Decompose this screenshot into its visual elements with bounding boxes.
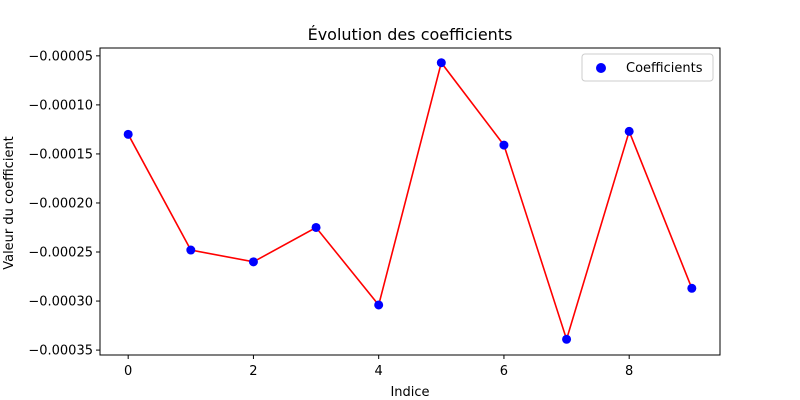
data-point [248, 257, 258, 267]
y-tick-label: −0.00030 [28, 295, 93, 310]
data-point [374, 300, 384, 310]
plot-area [99, 47, 721, 356]
x-tick-label: 6 [500, 364, 508, 379]
x-tick-label: 2 [249, 364, 257, 379]
legend-box [581, 53, 714, 82]
data-point [562, 334, 572, 344]
chart-title: Évolution des coefficients [308, 25, 513, 44]
data-point [687, 283, 697, 293]
y-tick-label: −0.00015 [28, 147, 93, 162]
x-axis-label: Indice [390, 385, 429, 400]
data-point [624, 126, 634, 136]
data-point [123, 129, 133, 139]
y-tick-label: −0.00020 [28, 196, 93, 211]
coefficients-line [127, 60, 693, 342]
x-tick-label: 8 [625, 364, 633, 379]
y-tick-label: −0.00035 [28, 344, 93, 359]
legend-label: Coefficients [626, 61, 703, 76]
series-points [123, 58, 697, 344]
data-point [311, 222, 321, 232]
x-tick-label: 4 [375, 364, 383, 379]
legend: Coefficients [581, 53, 714, 82]
plot-border [99, 47, 721, 356]
y-axis-ticks: −0.00005 −0.00010 −0.00015 −0.00020 −0.00025… [28, 49, 100, 359]
x-axis-ticks: 0 2 4 6 8 [124, 355, 633, 379]
series-line [127, 60, 693, 342]
data-point [436, 58, 446, 68]
legend-marker [596, 63, 606, 73]
data-point [186, 245, 196, 255]
y-tick-label: −0.00025 [28, 246, 93, 261]
y-tick-label: −0.00010 [28, 98, 93, 113]
y-tick-label: −0.00005 [28, 49, 93, 64]
x-tick-label: 0 [124, 364, 132, 379]
y-axis-label: Valeur du coefficient [2, 136, 17, 270]
data-point [499, 140, 509, 150]
